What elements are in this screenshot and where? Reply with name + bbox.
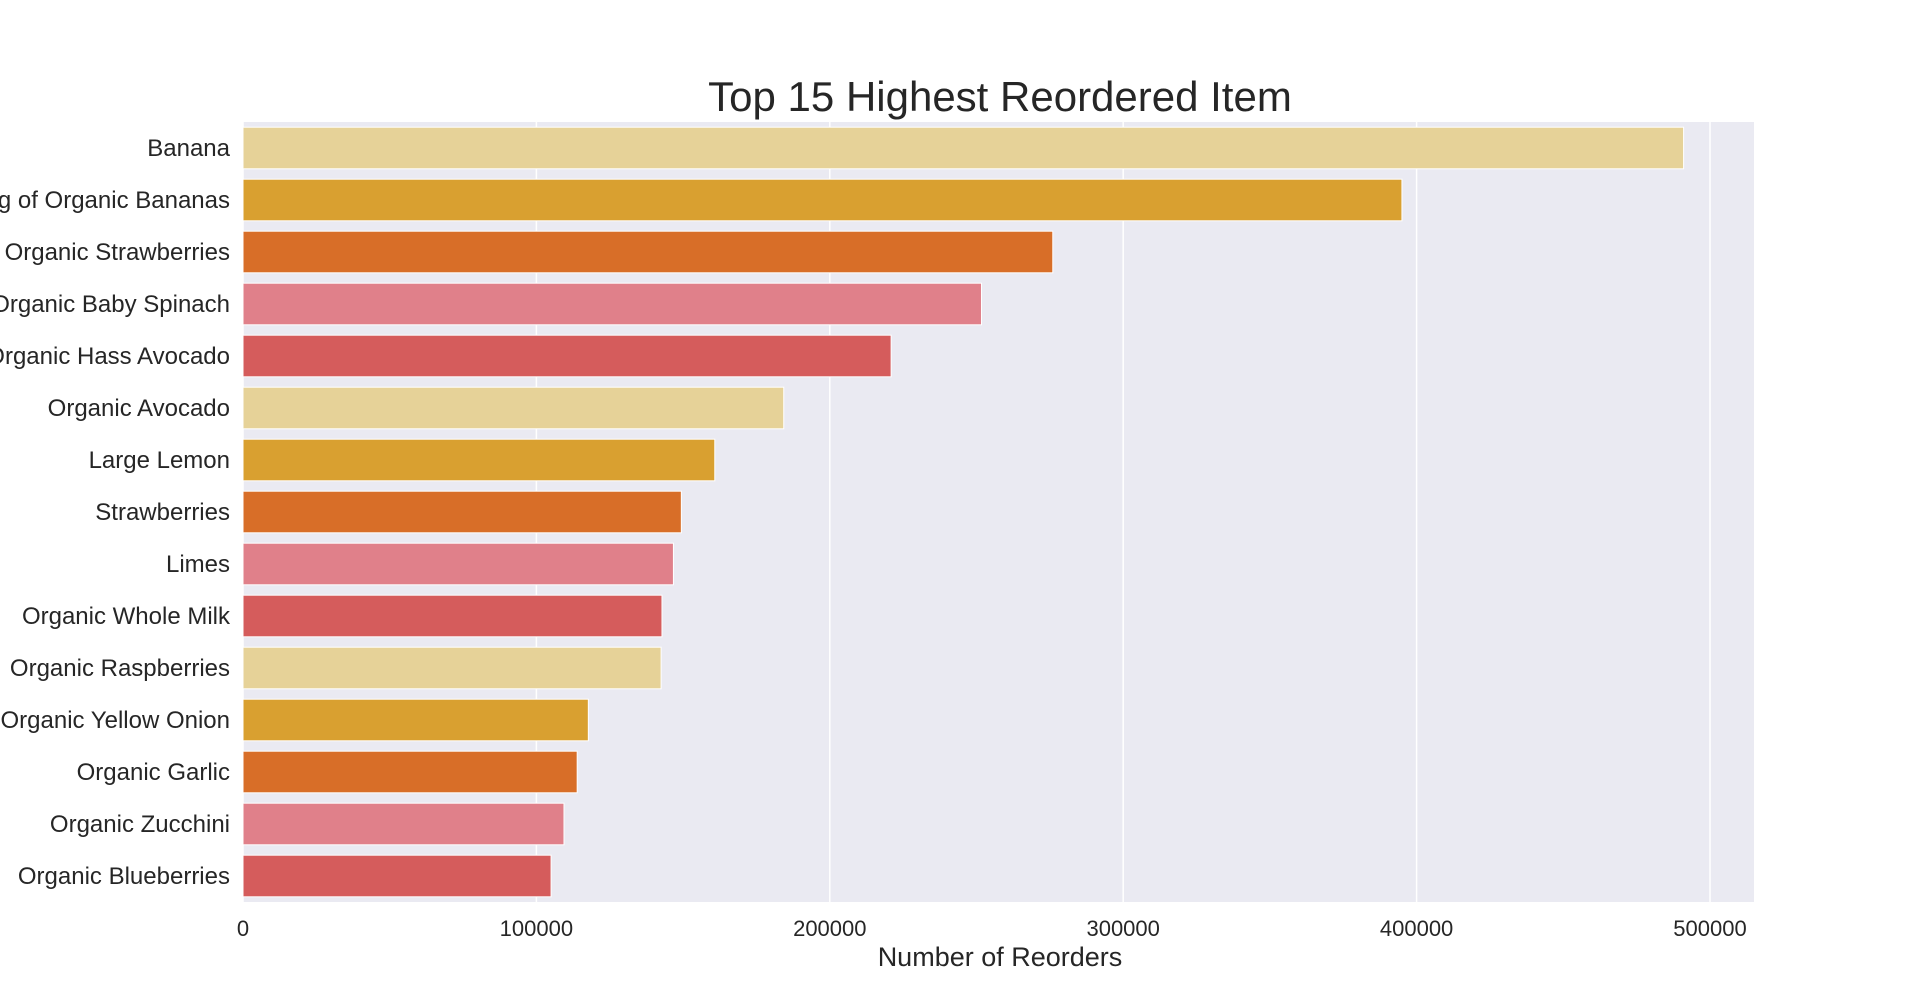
x-axis-label: Number of Reorders	[878, 942, 1123, 972]
bar	[242, 282, 982, 326]
bar	[242, 386, 785, 430]
y-tick-label: Banana	[147, 135, 230, 162]
bar	[242, 594, 663, 638]
y-tick-label: Bag of Organic Bananas	[0, 187, 230, 214]
bar	[242, 854, 552, 898]
bar	[242, 334, 892, 378]
bar	[242, 542, 674, 586]
bar	[242, 646, 662, 690]
chart-title: Top 15 Highest Reordered Item	[708, 73, 1292, 120]
bar	[242, 802, 565, 846]
y-tick-label: Organic Blueberries	[18, 863, 230, 890]
y-tick-label: Organic Zucchini	[50, 811, 230, 838]
x-tick-label: 400000	[1380, 916, 1453, 941]
y-tick-label: Organic Yellow Onion	[1, 707, 230, 734]
bars	[242, 126, 1685, 898]
bar	[242, 230, 1054, 274]
y-tick-label: Organic Avocado	[48, 395, 230, 422]
y-tick-label: Limes	[166, 551, 230, 578]
bar	[242, 490, 682, 534]
y-tick-label: Strawberries	[95, 499, 230, 526]
x-tick-label: 200000	[793, 916, 866, 941]
y-tick-label: Large Lemon	[89, 447, 230, 474]
x-tick-label: 300000	[1086, 916, 1159, 941]
y-tick-label: Organic Strawberries	[5, 239, 230, 266]
y-tick-labels: Banana Bag of Organic Bananas Organic Stra…	[0, 135, 231, 890]
y-tick-label: Organic Whole Milk	[22, 603, 231, 630]
bar	[242, 750, 578, 794]
x-tick-label: 100000	[500, 916, 573, 941]
y-tick-label: Organic Hass Avocado	[0, 343, 230, 370]
x-tick-label: 500000	[1673, 916, 1746, 941]
x-tick-label: 0	[237, 916, 249, 941]
x-tick-labels: 0 100000 200000 300000 400000 500000	[237, 916, 1747, 941]
bar	[242, 126, 1685, 170]
y-tick-label: Organic Garlic	[77, 759, 230, 786]
bar	[242, 178, 1403, 222]
bar	[242, 438, 716, 482]
y-tick-label: Organic Raspberries	[10, 655, 230, 682]
y-tick-label: Organic Baby Spinach	[0, 291, 230, 318]
bar	[242, 698, 589, 742]
